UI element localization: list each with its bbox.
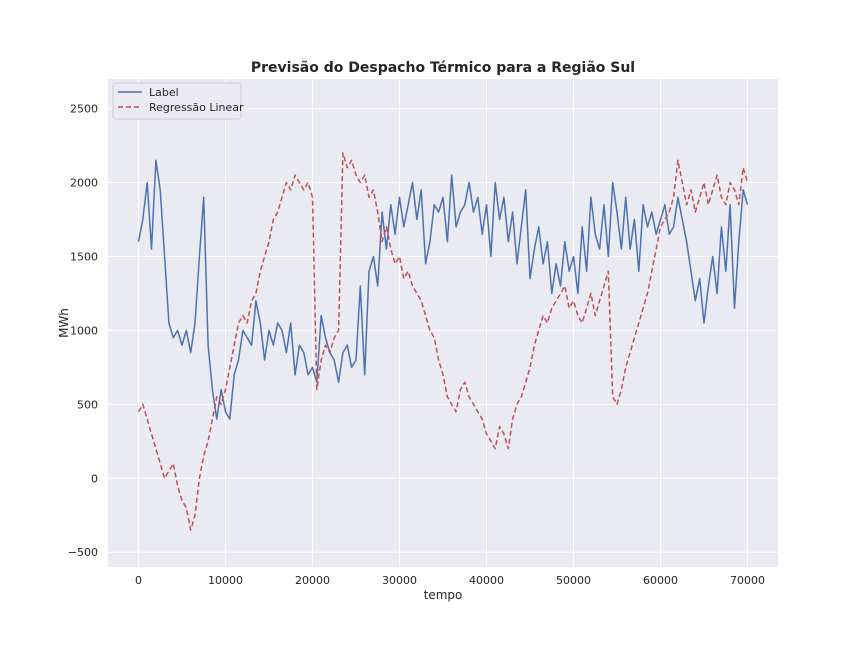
- x-tick-label: 70000: [730, 574, 765, 587]
- x-tick-label: 50000: [556, 574, 591, 587]
- legend: Label Regressão Linear: [112, 82, 244, 120]
- x-tick-label: 30000: [382, 574, 417, 587]
- plot-background: [108, 79, 778, 567]
- y-tick-label: 2000: [70, 177, 98, 190]
- x-tick-label: 20000: [295, 574, 330, 587]
- series-line-regressao-linear: [137, 152, 749, 531]
- tick-labels: 0 10000 20000 30000 40000 50000 60000 70000−500…: [68, 103, 765, 587]
- x-tick-label: 40000: [469, 574, 504, 587]
- y-axis-label: MWh: [57, 308, 71, 338]
- y-tick-label: 0: [91, 472, 98, 485]
- x-tick-label: 10000: [208, 574, 243, 587]
- legend-box: [112, 82, 242, 120]
- y-tick-label: 1500: [70, 250, 98, 263]
- series-line-label: [137, 159, 749, 420]
- series-layer: [137, 152, 749, 531]
- legend-entry-regressao-linear: Regressão Linear: [149, 101, 244, 114]
- x-axis-label: tempo: [424, 588, 463, 602]
- x-tick-label: 60000: [643, 574, 678, 587]
- legend-entry-label: Label: [149, 86, 179, 99]
- chart-title: Previsão do Despacho Térmico para a Regi…: [251, 60, 635, 76]
- x-tick-label: 0: [135, 574, 142, 587]
- y-tick-label: 1000: [70, 324, 98, 337]
- y-tick-label: −500: [68, 546, 98, 559]
- y-tick-label: 2500: [70, 103, 98, 116]
- y-tick-label: 500: [77, 398, 98, 411]
